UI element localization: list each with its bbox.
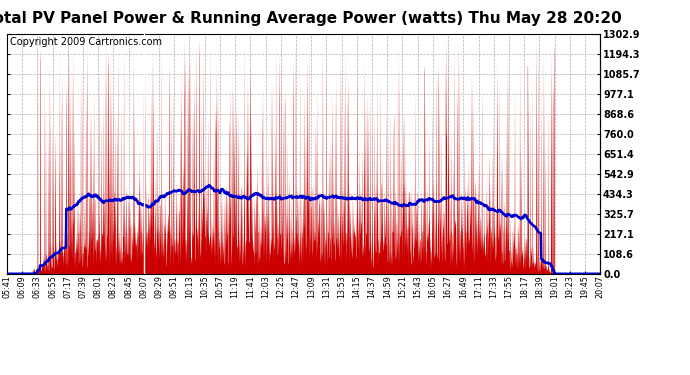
Text: Copyright 2009 Cartronics.com: Copyright 2009 Cartronics.com (10, 38, 162, 47)
Text: Total PV Panel Power & Running Average Power (watts) Thu May 28 20:20: Total PV Panel Power & Running Average P… (0, 11, 622, 26)
